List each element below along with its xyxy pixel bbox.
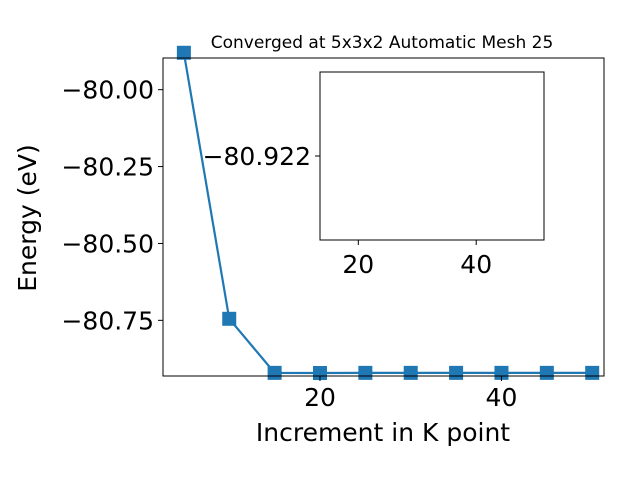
y-axis-label: Energy (eV) (13, 144, 42, 291)
main-y-tick-label: −80.75 (61, 306, 154, 335)
inset-background (320, 72, 544, 240)
main-y-tick-label: −80.00 (61, 76, 154, 105)
main-data-point (539, 365, 554, 380)
main-data-point (312, 366, 327, 381)
main-y-tick-label: −80.50 (61, 229, 154, 258)
main-data-point (585, 365, 600, 380)
main-data-point (403, 365, 418, 380)
main-data-point (176, 45, 191, 60)
main-x-tick-label: 20 (304, 383, 336, 412)
inset-y-ticks: −80.922−80.920 (203, 142, 320, 171)
main-data-point (449, 365, 464, 380)
inset-x-ticks: 20 40 (342, 240, 492, 279)
main-y-tick-label: −80.25 (61, 153, 154, 182)
inset-x-tick-label: 40 (460, 250, 492, 279)
main-data-point (267, 365, 282, 380)
main-x-tick-label: 40 (486, 383, 518, 412)
main-data-point (222, 311, 237, 326)
inset-x-tick-label: 20 (342, 250, 374, 279)
main-series-line (182, 52, 593, 375)
inset-y-tick-label: −80.922 (203, 142, 311, 171)
main-plot: 20 40 −80.00−80.25−80.50−80.75 (61, 45, 605, 412)
x-axis-label: Increment in K point (256, 418, 510, 447)
main-data-point (358, 365, 373, 380)
main-y-ticks: −80.00 −80.25 −80.50 −80.75 (61, 76, 163, 335)
main-plot-frame (162, 57, 605, 377)
chart-title: Converged at 5x3x2 Automatic Mesh 25 (211, 33, 554, 53)
inset-frame (319, 71, 545, 241)
main-x-ticks: 20 40 (304, 376, 517, 412)
